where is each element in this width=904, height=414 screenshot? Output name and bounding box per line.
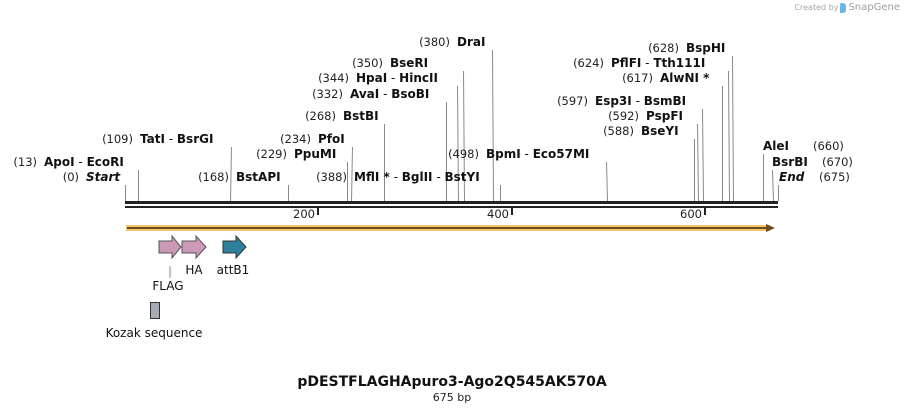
feature-kozak[interactable]: Kozak sequence (106, 302, 203, 341)
site-line (463, 70, 465, 202)
ruler-tick-label: 600 (680, 207, 702, 221)
site-position: (588) (603, 124, 634, 138)
plasmid-length: 675 bp (432, 391, 472, 404)
site-lines (125, 49, 779, 202)
snapgene-credit: Created by SnapGene (794, 2, 900, 13)
site-label[interactable]: BseYI (641, 124, 679, 138)
site-position: (675) (819, 170, 850, 184)
site-label[interactable]: BseRI (390, 56, 428, 70)
site-label[interactable]: BpmI - Eco57MI (486, 147, 589, 161)
feature-kozak-label: Kozak sequence (106, 326, 203, 340)
site-label[interactable]: PflFI - Tth111I (611, 56, 705, 70)
site-position: (597) (557, 94, 588, 108)
site-position: (332) (312, 87, 343, 101)
site-line (728, 70, 730, 202)
site-label[interactable]: DraI (457, 35, 485, 49)
site-position: (350) (352, 56, 383, 70)
site-label[interactable]: PpuMI (294, 147, 336, 161)
ruler-tick (317, 208, 319, 215)
site-position: (109) (102, 132, 133, 146)
feature-attb1-label: attB1 (217, 263, 250, 277)
site-position: (617) (622, 71, 653, 85)
site-label[interactable]: BsrBI (772, 155, 808, 169)
site-line (606, 161, 608, 202)
site-position: (498) (448, 147, 479, 161)
site-line (492, 49, 494, 202)
feature-attb1[interactable]: attB1 (217, 234, 250, 277)
site-label[interactable]: PfoI (318, 132, 345, 146)
site-position: (592) (608, 109, 639, 123)
ruler-tick (511, 208, 513, 215)
ruler: 200 400 600 (125, 201, 778, 221)
ruler-tick-label: 200 (293, 207, 315, 221)
site-position: (670) (822, 155, 853, 169)
site-position: (660) (813, 139, 844, 153)
site-position: (380) (419, 35, 450, 49)
site-position: (13) (13, 155, 37, 169)
site-position: (388) (316, 170, 347, 184)
site-label[interactable]: MflI * - BglII - BstYI (354, 170, 480, 184)
site-label[interactable]: HpaI - HincII (356, 71, 438, 85)
site-label[interactable]: AlwNI * (660, 71, 710, 85)
feature-flag-label: FLAG (152, 279, 183, 293)
site-label[interactable]: End (779, 170, 805, 184)
credit-brand: SnapGene (848, 2, 900, 13)
site-line (732, 55, 734, 202)
feature-ha[interactable]: HA (181, 234, 207, 277)
site-line (772, 169, 774, 202)
site-label[interactable]: BstBI (343, 109, 379, 123)
site-position: (268) (305, 109, 336, 123)
site-labels: (13) ApoI - EcoRI(0) Start (109) TatI - BsrG… (13, 35, 853, 184)
site-label[interactable]: AleI (763, 139, 789, 153)
ruler-ticks: 200 400 600 (293, 207, 706, 221)
site-label[interactable]: Start (86, 170, 121, 184)
site-label[interactable]: PspFI (646, 109, 683, 123)
plasmid-title: pDESTFLAGHApuro3-Ago2Q545AK570A (297, 374, 607, 390)
snapgene-logo-icon (840, 2, 847, 13)
site-label[interactable]: ApoI - EcoRI (44, 155, 124, 169)
credit-prefix: Created by (794, 3, 839, 12)
orf-arrow[interactable] (126, 224, 775, 232)
ruler-tick (704, 208, 706, 215)
feature-ha-label: HA (185, 263, 203, 277)
site-line (697, 123, 699, 202)
site-label[interactable]: BstAPI (236, 170, 281, 184)
site-position: (0) (63, 170, 79, 184)
site-position: (344) (318, 71, 349, 85)
site-label[interactable]: TatI - BsrGI (140, 132, 213, 146)
site-label[interactable]: AvaI - BsoBI (350, 87, 429, 101)
site-position: (628) (648, 41, 679, 55)
site-line (457, 85, 459, 202)
ruler-tick-label: 400 (487, 207, 509, 221)
site-label[interactable]: Esp3I - BsmBI (595, 94, 686, 108)
feature-flag[interactable]: FLAG (152, 234, 184, 293)
site-position: (624) (573, 56, 604, 70)
site-line (702, 108, 704, 202)
site-line (230, 146, 232, 202)
site-position: (229) (256, 147, 287, 161)
site-line (351, 146, 353, 202)
site-label[interactable]: BspHI (686, 41, 725, 55)
site-position: (234) (280, 132, 311, 146)
site-position: (168) (198, 170, 229, 184)
